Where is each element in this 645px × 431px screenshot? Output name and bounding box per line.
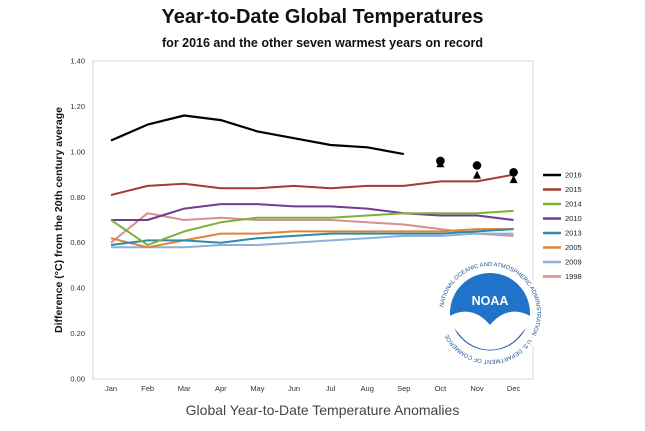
y-tick-label: 0.00 <box>70 375 85 384</box>
marker-layer <box>436 156 518 184</box>
noaa-logo: NOAA NATIONAL OCEANIC AND ATMOSPHERIC AD… <box>436 259 544 367</box>
legend-label-2010: 2010 <box>565 214 582 223</box>
circle-marker <box>436 156 445 166</box>
triangle-marker <box>473 170 481 179</box>
x-tick-label: May <box>250 384 264 393</box>
series-line-2016 <box>110 114 405 156</box>
x-tick-label: Oct <box>435 384 448 393</box>
line-chart: 0.00 0.20 0.40 0.60 0.80 1.00 1.20 1.40 Jan Feb M… <box>53 57 582 394</box>
legend-label-2016: 2016 <box>565 171 582 180</box>
y-tick-label: 0.60 <box>70 238 85 247</box>
y-tick-label: 0.20 <box>70 329 85 338</box>
x-tick-label: Nov <box>470 384 484 393</box>
y-tick-label: 1.20 <box>70 102 85 111</box>
x-tick-label: Dec <box>507 384 521 393</box>
x-tick-label: Jan <box>105 384 117 393</box>
y-tick-label: 0.80 <box>70 193 85 202</box>
series-line-2010 <box>111 203 514 221</box>
legend-label-2005: 2005 <box>565 243 582 252</box>
circle-marker <box>509 168 518 177</box>
y-tick-label: 1.00 <box>70 147 85 156</box>
series-line-2015 <box>110 173 514 196</box>
series-line-2009 <box>111 232 514 249</box>
series-line-2013 <box>110 228 514 246</box>
series-layer <box>110 114 514 249</box>
x-tick-label: Apr <box>215 384 227 393</box>
legend: 2016 2015 2014 2010 2013 2005 2009 1998 <box>543 171 582 281</box>
series-line-2005 <box>110 228 514 249</box>
x-tick-label: Aug <box>361 384 374 393</box>
y-axis-label: Difference (°C) from the 20th century av… <box>53 107 65 333</box>
legend-label-2009: 2009 <box>565 258 582 267</box>
legend-label-2015: 2015 <box>565 185 582 194</box>
x-tick-label: Jun <box>288 384 300 393</box>
series-line-1998 <box>110 212 514 244</box>
circle-marker <box>472 161 482 170</box>
legend-label-1998: 1998 <box>565 272 582 281</box>
chart-title: Year-to-Date Global Temperatures <box>161 6 484 28</box>
legend-label-2014: 2014 <box>565 200 582 209</box>
x-tick-label: Mar <box>178 384 191 393</box>
legend-label-2013: 2013 <box>565 229 582 238</box>
y-tick-label: 0.40 <box>70 284 85 293</box>
series-line-2014 <box>110 209 514 246</box>
x-tick-label: Feb <box>141 384 154 393</box>
logo-text: NOAA <box>472 294 509 308</box>
y-axis: 0.00 0.20 0.40 0.60 0.80 1.00 1.20 1.40 <box>70 57 85 384</box>
y-tick-label: 1.40 <box>70 57 85 66</box>
figure-caption: Global Year-to-Date Temperature Anomalie… <box>185 402 460 418</box>
x-axis: Jan Feb Mar Apr May Jun Jul Aug Sep Oct Nov Dec <box>105 384 521 393</box>
x-tick-label: Jul <box>326 384 336 393</box>
x-tick-label: Sep <box>397 384 410 393</box>
chart-subtitle: for 2016 and the other seven warmest yea… <box>162 36 483 50</box>
triangle-marker <box>509 175 518 184</box>
